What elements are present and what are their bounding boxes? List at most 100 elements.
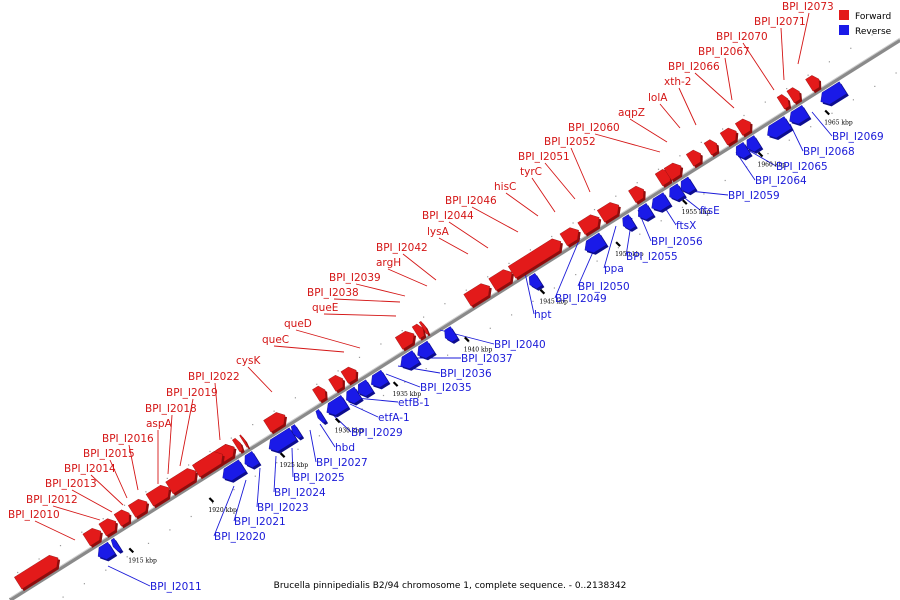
gene-label-bpi-i2015[interactable]: BPI_I2015 <box>83 448 135 460</box>
gene-label-qued[interactable]: queD <box>284 318 312 330</box>
gene-label-bpi-i2067[interactable]: BPI_I2067 <box>698 46 750 58</box>
gene-label-bpi-i2060[interactable]: BPI_I2060 <box>568 122 620 134</box>
gene-label-bpi-i2020[interactable]: BPI_I2020 <box>214 531 266 543</box>
reverse-gene-arrow[interactable] <box>528 273 543 289</box>
reverse-gene-arrow[interactable] <box>371 369 389 388</box>
reverse-gene-arrow[interactable] <box>326 395 349 416</box>
gene-label-bpi-i2065[interactable]: BPI_I2065 <box>776 161 828 173</box>
forward-gene-arrow[interactable] <box>559 227 579 247</box>
forward-gene-arrow[interactable] <box>312 385 326 402</box>
gene-label-bpi-i2051[interactable]: BPI_I2051 <box>518 151 570 163</box>
gene-label-bpi-i2027[interactable]: BPI_I2027 <box>316 457 368 469</box>
gene-label-bpi-i2070[interactable]: BPI_I2070 <box>716 31 768 43</box>
gene-label-bpi-i2040[interactable]: BPI_I2040 <box>494 339 546 351</box>
reverse-gene-arrow[interactable] <box>222 459 247 481</box>
gene-label-bpi-i2018[interactable]: BPI_I2018 <box>145 403 197 415</box>
gene-label-xth-2[interactable]: xth-2 <box>664 76 691 88</box>
forward-gene-arrow[interactable] <box>232 437 243 453</box>
gene-label-tyrc[interactable]: tyrC <box>520 166 542 178</box>
gene-label-bpi-i2025[interactable]: BPI_I2025 <box>293 472 345 484</box>
gene-label-bpi-i2013[interactable]: BPI_I2013 <box>45 478 97 490</box>
gene-label-bpi-i2064[interactable]: BPI_I2064 <box>755 175 807 187</box>
forward-gene-arrow[interactable] <box>685 149 701 167</box>
forward-gene-arrow[interactable] <box>507 238 562 279</box>
forward-gene-arrow[interactable] <box>328 374 344 392</box>
reverse-gene-arrow[interactable] <box>622 214 637 231</box>
gene-label-bpi-i2066[interactable]: BPI_I2066 <box>668 61 720 73</box>
gene-label-bpi-i2011[interactable]: BPI_I2011 <box>150 581 202 593</box>
forward-gene-arrow[interactable] <box>488 269 513 291</box>
gene-label-bpi-i2010[interactable]: BPI_I2010 <box>8 509 60 521</box>
reverse-gene-arrow[interactable] <box>651 192 671 212</box>
reverse-gene-arrow[interactable] <box>290 424 303 439</box>
forward-gene-arrow[interactable] <box>628 185 644 203</box>
gene-label-ftsx[interactable]: ftsX <box>676 220 696 232</box>
reverse-gene-arrow[interactable] <box>789 105 810 125</box>
reverse-gene-arrow[interactable] <box>97 541 116 560</box>
gene-label-hisc[interactable]: hisC <box>494 181 516 193</box>
forward-gene-arrow[interactable] <box>786 87 801 104</box>
gene-label-bpi-i2012[interactable]: BPI_I2012 <box>26 494 78 506</box>
gene-label-bpi-i2056[interactable]: BPI_I2056 <box>651 236 703 248</box>
gene-label-bpi-i2055[interactable]: BPI_I2055 <box>626 251 678 263</box>
gene-label-bpi-i2037[interactable]: BPI_I2037 <box>461 353 513 365</box>
gene-label-bpi-i2069[interactable]: BPI_I2069 <box>832 131 884 143</box>
forward-gene-arrow[interactable] <box>127 498 148 518</box>
forward-gene-arrow[interactable] <box>263 412 286 433</box>
forward-gene-arrow[interactable] <box>577 214 600 235</box>
gene-label-bpi-i2073[interactable]: BPI_I2073 <box>782 1 834 13</box>
forward-gene-arrow[interactable] <box>411 323 425 339</box>
forward-gene-arrow[interactable] <box>734 118 751 136</box>
gene-label-bpi-i2049[interactable]: BPI_I2049 <box>555 293 607 305</box>
gene-label-bpi-i2050[interactable]: BPI_I2050 <box>578 281 630 293</box>
forward-gene-arrow[interactable] <box>596 202 620 223</box>
forward-gene-arrow[interactable] <box>418 321 429 335</box>
forward-gene-arrow[interactable] <box>394 330 415 350</box>
reverse-gene-arrow[interactable] <box>680 176 696 194</box>
gene-label-bpi-i2036[interactable]: BPI_I2036 <box>440 368 492 380</box>
forward-gene-arrow[interactable] <box>82 528 102 547</box>
gene-label-bpi-i2059[interactable]: BPI_I2059 <box>728 190 780 202</box>
gene-label-bpi-i2039[interactable]: BPI_I2039 <box>329 272 381 284</box>
gene-label-bpi-i2016[interactable]: BPI_I2016 <box>102 433 154 445</box>
forward-gene-arrow[interactable] <box>719 127 737 146</box>
gene-label-bpi-i2038[interactable]: BPI_I2038 <box>307 287 359 299</box>
forward-gene-arrow[interactable] <box>703 139 718 156</box>
forward-gene-arrow[interactable] <box>805 75 820 92</box>
reverse-gene-arrow[interactable] <box>110 537 122 553</box>
reverse-gene-arrow[interactable] <box>400 350 420 369</box>
forward-gene-arrow[interactable] <box>98 518 117 537</box>
forward-gene-arrow[interactable] <box>145 484 170 507</box>
gene-label-bpi-i2019[interactable]: BPI_I2019 <box>166 387 218 399</box>
reverse-gene-arrow[interactable] <box>746 135 762 152</box>
gene-label-bpi-i2052[interactable]: BPI_I2052 <box>544 136 596 148</box>
forward-gene-arrow[interactable] <box>239 434 249 448</box>
reverse-gene-arrow[interactable] <box>820 81 848 105</box>
gene-label-bpi-i2071[interactable]: BPI_I2071 <box>754 16 806 28</box>
gene-label-hbd[interactable]: hbd <box>335 442 355 454</box>
gene-label-bpi-i2044[interactable]: BPI_I2044 <box>422 210 474 222</box>
reverse-gene-arrow[interactable] <box>767 116 792 139</box>
forward-gene-arrow[interactable] <box>663 162 682 181</box>
forward-gene-arrow[interactable] <box>113 509 130 527</box>
gene-label-lola[interactable]: lolA <box>648 92 668 104</box>
gene-label-bpi-i2029[interactable]: BPI_I2029 <box>351 427 403 439</box>
gene-label-argh[interactable]: argH <box>376 257 401 269</box>
gene-label-bpi-i2024[interactable]: BPI_I2024 <box>274 487 326 499</box>
gene-label-ppa[interactable]: ppa <box>604 263 624 275</box>
gene-label-bpi-i2022[interactable]: BPI_I2022 <box>188 371 240 383</box>
gene-label-ftse[interactable]: ftsE <box>700 205 720 217</box>
gene-label-bpi-i2042[interactable]: BPI_I2042 <box>376 242 428 254</box>
gene-label-hpt[interactable]: hpt <box>534 309 551 321</box>
gene-label-etfb-1[interactable]: etfB-1 <box>398 397 430 409</box>
gene-label-bpi-i2068[interactable]: BPI_I2068 <box>803 146 855 158</box>
gene-label-bpi-i2046[interactable]: BPI_I2046 <box>445 195 497 207</box>
reverse-gene-arrow[interactable] <box>244 451 260 468</box>
forward-gene-arrow[interactable] <box>463 283 490 307</box>
reverse-gene-arrow[interactable] <box>315 409 327 424</box>
reverse-gene-arrow[interactable] <box>584 232 607 254</box>
gene-label-aqpz[interactable]: aqpZ <box>618 107 645 119</box>
forward-gene-arrow[interactable] <box>14 554 59 590</box>
forward-gene-arrow[interactable] <box>340 366 357 384</box>
gene-label-etfa-1[interactable]: etfA-1 <box>378 412 410 424</box>
